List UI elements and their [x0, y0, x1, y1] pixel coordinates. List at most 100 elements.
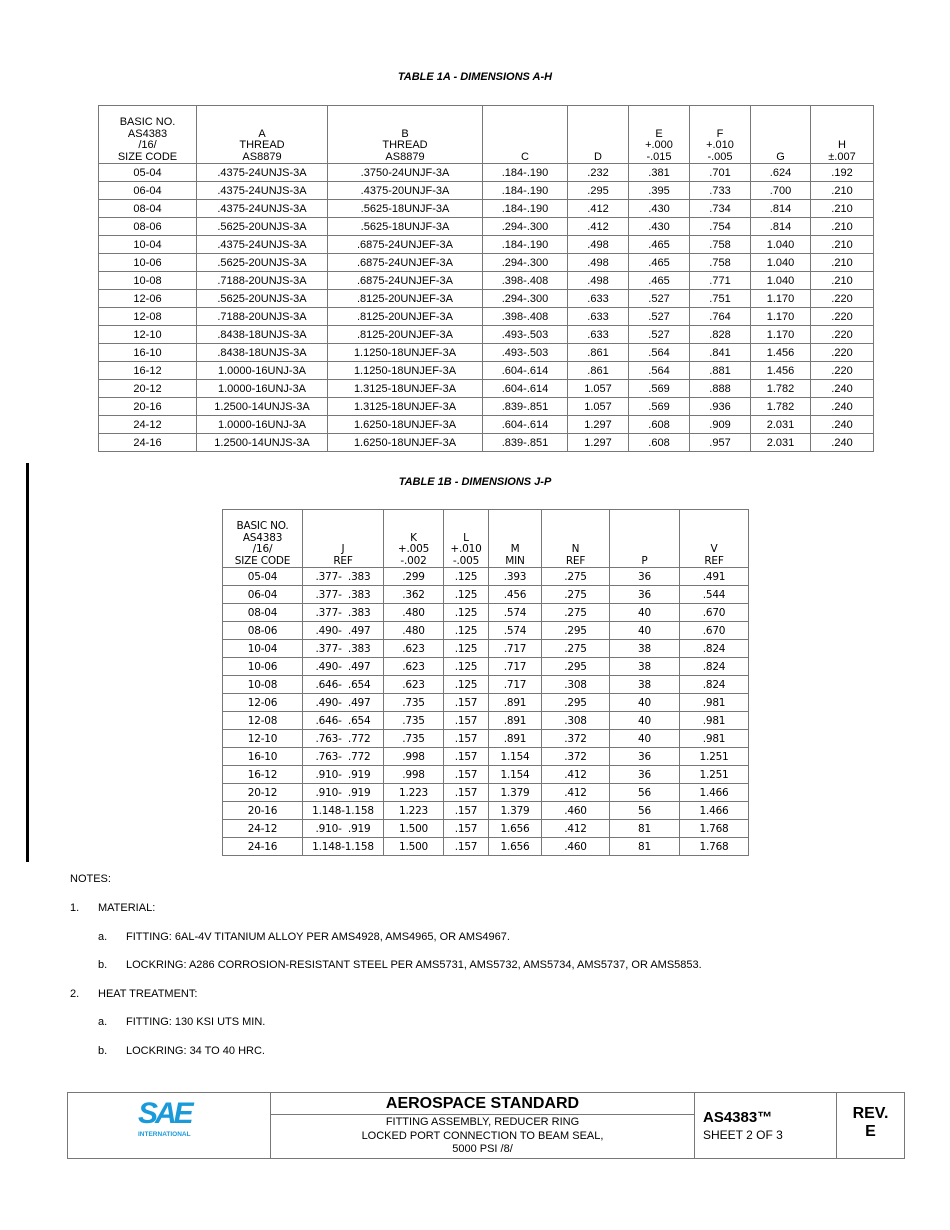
table-cell: .814 — [750, 217, 811, 236]
table-cell: 1.251 — [679, 765, 749, 784]
table-cell: .465 — [628, 271, 690, 290]
table-cell: .5625-20UNJS-3A — [196, 217, 328, 236]
column-header-line: ±.007 — [828, 150, 856, 163]
table-cell: .220 — [810, 325, 874, 344]
table-cell: 08-04 — [98, 199, 197, 218]
table-cell: .544 — [679, 585, 749, 604]
doc-description-line-1: FITTING ASSEMBLY, REDUCER RING — [385, 1116, 580, 1128]
table-cell: 1.0000-16UNJ-3A — [196, 379, 328, 398]
table-row: 10-04.4375-24UNJS-3A .6875-24UNJEF-3A .184… — [98, 235, 874, 254]
table-cell: 40 — [609, 603, 680, 622]
table-cell: .527 — [628, 289, 690, 308]
table-cell: 08-06 — [98, 217, 197, 236]
table-cell: .646- .654 — [302, 711, 384, 730]
column-header-line: AS4383 — [127, 127, 168, 140]
table-cell: .527 — [628, 307, 690, 326]
column-header: K +.005 -.002 — [383, 509, 444, 568]
table-cell: 1.466 — [679, 801, 749, 820]
table-cell: 10-04 — [222, 639, 303, 658]
table-cell: .480 — [383, 621, 444, 640]
column-header: M MIN — [488, 509, 542, 568]
table-cell: .936 — [689, 397, 751, 416]
doc-number: AS4383™ — [703, 1109, 773, 1126]
note-2a-number: a. — [98, 1016, 108, 1028]
table-cell: 36 — [609, 765, 680, 784]
table-row: 12-08.7188-20UNJS-3A .8125-20UNJEF-3A .398… — [98, 307, 874, 326]
table-cell: .398-.408 — [482, 307, 568, 326]
table-cell: 06-04 — [98, 181, 197, 200]
table-row: 12-10.8438-18UNJS-3A .8125-20UNJEF-3A .493… — [98, 325, 874, 344]
table-cell: .4375-24UNJS-3A — [196, 235, 328, 254]
table-cell: .294-.300 — [482, 253, 568, 272]
table-cell: 1.170 — [750, 307, 811, 326]
table-row: 10-06.490- .497.623.125.717.295 38.824 — [222, 657, 749, 676]
table-cell: 1.500 — [383, 819, 444, 838]
table-cell: .717 — [488, 675, 542, 694]
table-cell: .735 — [383, 729, 444, 748]
table-cell: .456 — [488, 585, 542, 604]
table-cell: 16-10 — [222, 747, 303, 766]
table-cell: 40 — [609, 693, 680, 712]
table-cell: 1.0000-16UNJ-3A — [196, 415, 328, 434]
column-header-line: -.005 — [452, 554, 480, 567]
table-cell: .372 — [541, 747, 610, 766]
table-cell: 16-12 — [222, 765, 303, 784]
note-2-text: HEAT TREATMENT: — [98, 988, 198, 1000]
table-cell: .275 — [541, 567, 610, 586]
note-1a-number: a. — [98, 931, 108, 943]
table-cell: .498 — [567, 271, 629, 290]
table-cell: .909 — [689, 415, 751, 434]
table-cell: .125 — [443, 639, 489, 658]
column-header-line: AS8879 — [242, 150, 282, 163]
table-cell: .771 — [689, 271, 751, 290]
table-cell: .157 — [443, 819, 489, 838]
table-cell: .633 — [567, 307, 629, 326]
note-1-text: MATERIAL: — [98, 902, 156, 914]
table-cell: .910- .919 — [302, 819, 384, 838]
table-cell: .157 — [443, 765, 489, 784]
column-header-line: SIZE CODE — [234, 554, 291, 567]
table-cell: .569 — [628, 397, 690, 416]
notes-heading: NOTES: — [70, 873, 111, 885]
table-cell: 10-06 — [222, 657, 303, 676]
table-cell: .4375-20UNJF-3A — [327, 181, 483, 200]
table-cell: 1.3125-18UNJEF-3A — [327, 379, 483, 398]
doc-description-line-2: LOCKED PORT CONNECTION TO BEAM SEAL, — [361, 1129, 604, 1142]
table-cell: 12-08 — [98, 307, 197, 326]
table-cell: .735 — [383, 711, 444, 730]
table-cell: .574 — [488, 621, 542, 640]
table-cell: 24-12 — [222, 819, 303, 838]
table-cell: .465 — [628, 235, 690, 254]
table-cell: 1.768 — [679, 837, 749, 856]
column-header-line: AS4383 — [242, 531, 283, 544]
table-cell: .604-.614 — [482, 379, 568, 398]
table-cell: 1.154 — [488, 747, 542, 766]
table-cell: .881 — [689, 361, 751, 380]
table-cell: 40 — [609, 729, 680, 748]
table-cell: .377- .383 — [302, 567, 384, 586]
table-cell: .758 — [689, 253, 751, 272]
header-row: BASIC NO. AS4383/16/SIZE CODE J REF K +.005 -.… — [222, 509, 749, 568]
table-cell: .125 — [443, 621, 489, 640]
column-header-line: -.015 — [646, 150, 672, 163]
table-cell: 1.040 — [750, 271, 811, 290]
column-header: BASIC NO. AS4383/16/SIZE CODE — [222, 509, 303, 568]
table-cell: .633 — [567, 289, 629, 308]
table-cell: 1.251 — [679, 747, 749, 766]
column-header: C — [482, 105, 568, 164]
table-row: 08-06.490- .497.480.125.574.295 40.670 — [222, 621, 749, 640]
column-header-line: SIZE CODE — [117, 150, 178, 163]
table-cell: 40 — [609, 711, 680, 730]
table-cell: .240 — [810, 379, 874, 398]
table-cell: .491 — [679, 567, 749, 586]
table-cell: .981 — [679, 729, 749, 748]
table-cell: .700 — [750, 181, 811, 200]
table-cell: 1.297 — [567, 433, 629, 452]
table-cell: .377- .383 — [302, 639, 384, 658]
table-cell: 1.3125-18UNJEF-3A — [327, 397, 483, 416]
sae-logo-mark: SAE — [138, 1097, 194, 1130]
column-header-line: -.002 — [400, 554, 427, 567]
table-cell: .633 — [567, 325, 629, 344]
table-cell: .125 — [443, 585, 489, 604]
table-row: 12-06.5625-20UNJS-3A .8125-20UNJEF-3A .294… — [98, 289, 874, 308]
